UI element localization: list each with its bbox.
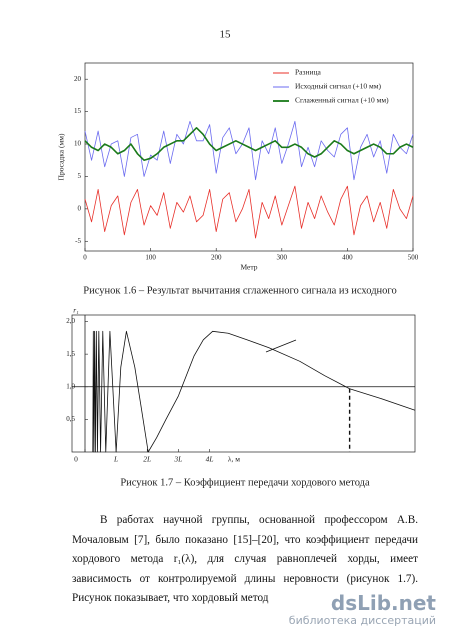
plot-frame (71, 314, 416, 453)
x-tick-label: 4L (206, 455, 214, 464)
y-tick-label: 0,5 (66, 415, 75, 423)
watermark-text: библиотека диссертаций (288, 614, 436, 627)
legend-label: Исходный сигнал (+10 мм) (295, 82, 381, 91)
figure-caption: Рисунок 1.6 – Результат вычитания сглаже… (83, 285, 396, 296)
y-tick-label: -5 (75, 237, 81, 245)
x-tick-label: 2L (143, 455, 151, 464)
y-tick-label: 5 (78, 172, 82, 180)
series-line (92, 330, 416, 453)
plot-frame (84, 62, 414, 252)
series-line (84, 127, 414, 162)
y-tick-label: 1,0 (66, 382, 75, 390)
y-tick-label: 10 (74, 140, 82, 148)
x-tick-label: 0 (83, 254, 87, 262)
y-axis-label: Просадка (мм) (57, 133, 66, 180)
y-tick-label: 20 (74, 75, 82, 83)
series-line (84, 120, 414, 181)
y-axis-label: r₁ (73, 306, 79, 315)
x-tick-label: 0 (74, 455, 78, 464)
pointer-line (265, 339, 297, 353)
x-tick-label: 200 (211, 254, 222, 262)
y-tick-label: 0 (78, 204, 82, 212)
x-tick-label: L (113, 455, 118, 464)
legend-label: Разница (295, 68, 322, 77)
watermark-logo: dsLib.net (330, 591, 436, 615)
watermark: dsLib.net библиотека диссертаций (289, 592, 436, 627)
y-tick-label: 1,5 (66, 350, 75, 358)
series-line (84, 185, 414, 239)
body-paragraph: В работах научной группы, основанной про… (72, 514, 418, 604)
x-axis-label: Метр (240, 263, 257, 272)
x-tick-label: 3L (173, 455, 182, 464)
x-tick-label: 500 (408, 254, 419, 262)
legend-label: Сглаженный сигнал (+10 мм) (295, 96, 389, 105)
y-tick-label: 15 (74, 107, 82, 115)
x-tick-label: 400 (342, 254, 353, 262)
page-number: 15 (220, 29, 232, 41)
x-tick-label: 300 (277, 254, 288, 262)
figure-caption: Рисунок 1.7 – Коэффициент передачи хордо… (120, 477, 370, 488)
x-axis-label: λ, м (228, 455, 240, 464)
y-tick-label: 2,0 (66, 317, 75, 325)
x-tick-label: 100 (145, 254, 156, 262)
